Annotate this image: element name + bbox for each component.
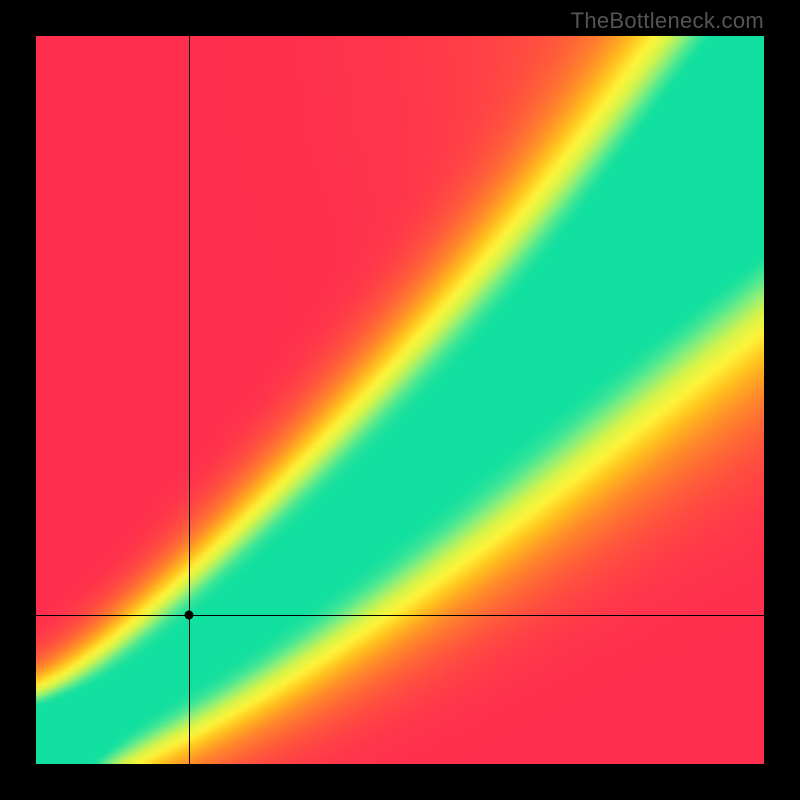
crosshair-horizontal xyxy=(36,615,764,616)
marker-dot xyxy=(184,610,193,619)
heatmap-canvas xyxy=(36,36,764,764)
heatmap-plot xyxy=(36,36,764,764)
crosshair-vertical xyxy=(189,36,190,764)
watermark-text: TheBottleneck.com xyxy=(571,8,764,34)
